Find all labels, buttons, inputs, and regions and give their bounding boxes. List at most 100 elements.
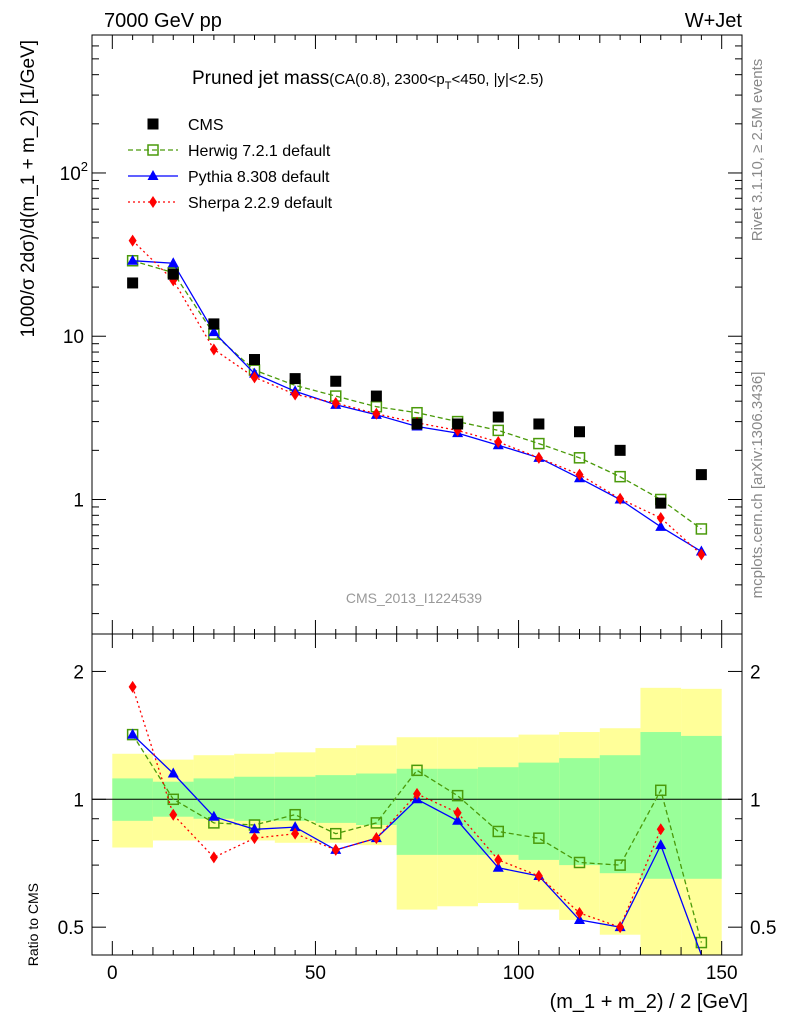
main-point-cms-8 xyxy=(452,418,464,430)
main-point-pythia-2 xyxy=(208,326,220,337)
ratio-line-herwig xyxy=(132,734,703,943)
ratio-ytick-label-2: 2 xyxy=(73,662,84,683)
ratio-point-sherpa-6 xyxy=(372,832,381,845)
ratio-point-sherpa-1 xyxy=(169,808,178,821)
main-point-herwig-9 xyxy=(492,424,504,437)
legend-item-pythia: Pythia 8.308 default xyxy=(128,169,330,186)
main-line-sherpa xyxy=(132,240,702,555)
main-line-pythia xyxy=(132,260,702,553)
ratio-point-herwig-8 xyxy=(451,789,464,802)
x-axis-label: (m_1 + m_2) / 2 [GeV] xyxy=(550,991,748,1013)
main-point-cms-1 xyxy=(167,268,179,280)
main-point-sherpa-13 xyxy=(656,512,665,525)
main-point-sherpa-4 xyxy=(291,388,300,401)
main-point-sherpa-3 xyxy=(250,371,259,384)
ratio-line-sherpa xyxy=(131,686,662,929)
ratio-uncertainty-bands xyxy=(112,687,722,955)
ratio-point-pythia-1 xyxy=(167,767,179,778)
ratio-ytick-label-right-0: 0.5 xyxy=(750,918,776,939)
legend-item-sherpa: Sherpa 2.2.9 default xyxy=(128,195,333,212)
main-series-sherpa xyxy=(128,234,706,561)
x-tick-label-50: 50 xyxy=(305,963,326,984)
ratio-point-herwig-11 xyxy=(573,856,586,869)
ratio-point-herwig-6 xyxy=(370,817,383,829)
main-point-cms-9 xyxy=(492,411,504,423)
ratio-point-pythia-0 xyxy=(127,728,139,739)
ratio-ytick-label-1: 1 xyxy=(73,790,84,811)
chart-title-main: Pruned jet mass xyxy=(192,68,329,89)
main-point-cms-0 xyxy=(127,277,139,289)
main-point-cms-6 xyxy=(370,390,382,402)
legend: CMS Herwig 7.2.1 default Pythia 8.308 defa… xyxy=(128,117,333,212)
ratio-ylabel: Ratio to CMS xyxy=(25,883,41,966)
main-ytick-label-1: 10 xyxy=(63,327,84,348)
main-point-herwig-11 xyxy=(573,452,586,464)
ratio-point-sherpa-5 xyxy=(331,843,340,856)
main-point-pythia-13 xyxy=(655,520,667,531)
legend-marker-cms xyxy=(147,118,159,130)
band-inner-4 xyxy=(274,776,316,821)
ratio-series-pythia xyxy=(127,728,703,956)
main-ytick-label-0: 1 xyxy=(73,490,84,511)
band-inner-14 xyxy=(681,735,722,879)
ratio-point-herwig-4 xyxy=(289,808,301,821)
main-point-sherpa-11 xyxy=(575,468,584,481)
ratio-point-pythia-13 xyxy=(655,839,667,850)
ratio-ytick-label-right-2: 2 xyxy=(750,662,761,683)
ratio-point-pythia-2 xyxy=(208,810,220,821)
ratio-point-sherpa-13 xyxy=(656,823,665,836)
ratio-point-sherpa-7 xyxy=(413,787,421,800)
band-inner-13 xyxy=(640,732,682,879)
band-inner-7 xyxy=(396,768,438,855)
ratio-point-sherpa-4 xyxy=(291,827,300,840)
main-point-sherpa-10 xyxy=(534,451,543,464)
main-point-sherpa-9 xyxy=(494,435,503,448)
ratio-point-pythia-3 xyxy=(249,823,260,834)
main-point-cms-4 xyxy=(289,373,301,385)
band-inner-10 xyxy=(518,762,560,860)
ratio-point-herwig-5 xyxy=(330,827,342,840)
band-inner-11 xyxy=(559,758,600,866)
header-left: 7000 GeV pp xyxy=(104,10,222,32)
main-point-cms-13 xyxy=(655,497,667,509)
main-series-layer xyxy=(126,234,708,561)
legend-marker-herwig xyxy=(147,144,159,156)
main-point-cms-12 xyxy=(614,444,626,456)
main-point-pythia-1 xyxy=(167,257,179,268)
ratio-point-herwig-13 xyxy=(655,784,667,797)
x-tick-label-100: 100 xyxy=(503,963,535,984)
legend-marker-pythia xyxy=(147,170,159,180)
ratio-series-herwig xyxy=(126,728,708,949)
band-inner-12 xyxy=(599,755,641,874)
main-point-cms-5 xyxy=(330,375,342,387)
main-point-sherpa-0 xyxy=(128,234,137,247)
legend-marker-sherpa xyxy=(149,196,157,208)
main-point-herwig-10 xyxy=(533,437,545,450)
main-point-cms-7 xyxy=(411,418,423,430)
ratio-point-pythia-4 xyxy=(289,821,301,832)
header-right: W+Jet xyxy=(685,10,743,32)
main-point-pythia-0 xyxy=(127,254,139,265)
ratio-point-sherpa-12 xyxy=(616,921,625,934)
ratio-point-herwig-12 xyxy=(614,859,626,871)
main-point-cms-14 xyxy=(695,469,707,481)
legend-label-herwig: Herwig 7.2.1 default xyxy=(188,143,331,160)
analysis-watermark: CMS_2013_I1224539 xyxy=(346,590,482,606)
chart-subtitle-post: <450, |y|<2.5) xyxy=(452,71,544,88)
ratio-point-sherpa-0 xyxy=(128,680,137,693)
ratio-point-herwig-7 xyxy=(411,764,423,777)
legend-item-cms: CMS xyxy=(147,117,224,134)
ratio-point-herwig-9 xyxy=(492,825,504,838)
main-point-sherpa-6 xyxy=(372,407,381,420)
ratio-point-pythia-9 xyxy=(492,861,504,872)
ratio-ytick-label-0: 0.5 xyxy=(58,918,84,939)
main-point-sherpa-5 xyxy=(331,396,340,409)
ratio-point-sherpa-10 xyxy=(534,869,543,882)
rivet-label: Rivet 3.1.10, ≥ 2.5M events xyxy=(749,59,766,242)
chart-title: Pruned jet mass(CA(0.8), 2300<pT<450, |y… xyxy=(192,68,544,92)
band-inner-3 xyxy=(234,776,275,821)
ratio-series-sherpa xyxy=(128,680,665,934)
mcplots-label: mcplots.cern.ch [arXiv:1306.3436] xyxy=(749,372,766,599)
ratio-point-sherpa-8 xyxy=(453,806,462,819)
